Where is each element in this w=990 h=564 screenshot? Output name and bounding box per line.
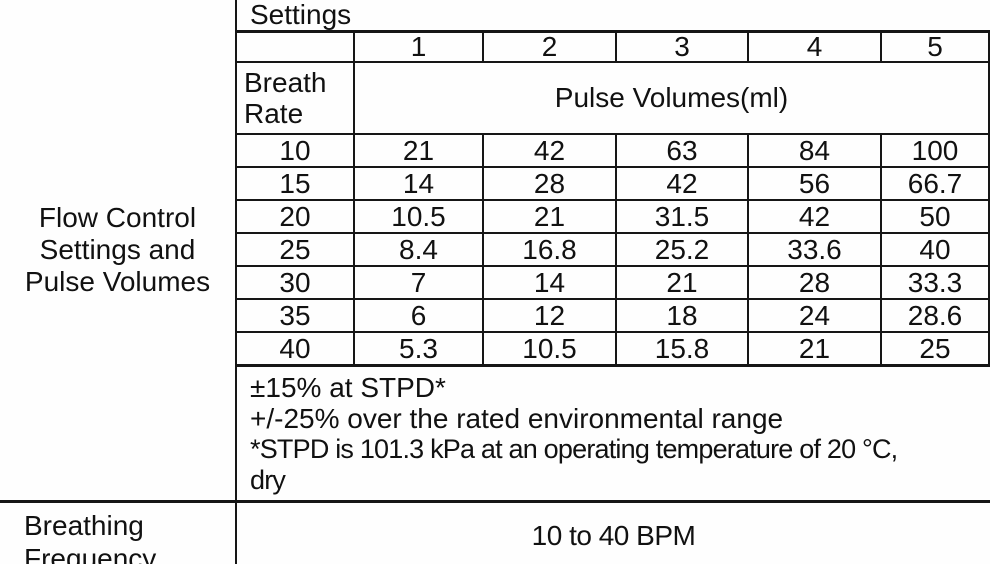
pulse-volume-cell: 12	[482, 297, 617, 333]
tolerance-notes: ±15% at STPD* +/-25% over the rated envi…	[237, 367, 990, 496]
breathing-frequency-row-label: Breathing Frequency	[0, 500, 237, 564]
flow-control-row-label: Flow Control Settings and Pulse Volumes	[0, 0, 237, 500]
pulse-volume-cell: 14	[353, 165, 484, 201]
note-line-1: ±15% at STPD*	[250, 371, 446, 403]
settings-title: Settings	[237, 0, 989, 33]
table-row: 30 7 14 21 28 33.3	[237, 264, 990, 300]
table-row: Settings	[237, 0, 989, 33]
pulse-volume-cell: 42	[615, 165, 749, 201]
pulse-volume-cell: 25	[880, 330, 990, 367]
table-row: 15 14 28 42 56 66.7	[237, 165, 990, 201]
column-header-5: 5	[880, 30, 990, 63]
pulse-volume-cell: 56	[747, 165, 882, 201]
pulse-volume-cell: 16.8	[482, 231, 617, 267]
pulse-volume-cell: 40	[880, 231, 990, 267]
pulse-volume-cell: 7	[353, 264, 484, 300]
pulse-volume-cell: 66.7	[880, 165, 990, 201]
pulse-volume-cell: 100	[880, 132, 990, 168]
breathing-label-line-1: Breathing	[24, 510, 144, 541]
pulse-volume-cell: 84	[747, 132, 882, 168]
pulse-volume-cell: 21	[747, 330, 882, 367]
table-row: Breath Rate Pulse Volumes(ml)	[237, 60, 990, 135]
pulse-volumes-header: Pulse Volumes(ml)	[353, 60, 990, 135]
pulse-volume-cell: 25.2	[615, 231, 749, 267]
pulse-volume-cell: 18	[615, 297, 749, 333]
pulse-volume-cell: 28	[747, 264, 882, 300]
pulse-volume-cell: 15.8	[615, 330, 749, 367]
breath-rate-cell: 15	[237, 165, 355, 201]
flow-label-line-1: Flow Control	[38, 202, 197, 233]
table-row: 10 21 42 63 84 100	[237, 132, 990, 168]
flow-label-line-2: Settings and	[39, 234, 196, 265]
pulse-volume-cell: 63	[615, 132, 749, 168]
flow-label-line-3: Pulse Volumes	[24, 266, 211, 297]
pulse-volume-cell: 42	[482, 132, 617, 168]
table-row: 1 2 3 4 5	[237, 30, 990, 63]
blank-header-cell	[237, 30, 355, 63]
column-header-3: 3	[615, 30, 749, 63]
pulse-volume-cell: 10.5	[482, 330, 617, 367]
breath-rate-cell: 35	[237, 297, 355, 333]
pulse-volume-cell: 50	[880, 198, 990, 234]
breath-rate-cell: 40	[237, 330, 355, 367]
pulse-volume-cell: 10.5	[353, 198, 484, 234]
column-header-2: 2	[482, 30, 617, 63]
note-line-3: *STPD is 101.3 kPa at an operating tempe…	[250, 433, 898, 464]
settings-area: Settings 1 2 3 4 5 Breath Rate Pulse Vol…	[237, 0, 990, 500]
pulse-volume-cell: 21	[615, 264, 749, 300]
breath-rate-header: Breath Rate	[237, 60, 355, 135]
flow-control-label: Flow Control Settings and Pulse Volumes	[25, 202, 210, 298]
pulse-volume-cell: 21	[353, 132, 484, 168]
breathing-label-line-2: Frequency	[24, 543, 157, 564]
table-row: 20 10.5 21 31.5 42 50	[237, 198, 990, 234]
table-row: 25 8.4 16.8 25.2 33.6 40	[237, 231, 990, 267]
pulse-volume-cell: 28	[482, 165, 617, 201]
note-line-4: dry	[250, 464, 286, 495]
pulse-volume-cell: 24	[747, 297, 882, 333]
pulse-volume-cell: 8.4	[353, 231, 484, 267]
breathing-frequency-value: 10 to 40 BPM	[237, 500, 990, 564]
pulse-volume-cell: 5.3	[353, 330, 484, 367]
breath-rate-cell: 25	[237, 231, 355, 267]
table-row: 40 5.3 10.5 15.8 21 25	[237, 330, 990, 367]
breath-rate-cell: 20	[237, 198, 355, 234]
pulse-volume-cell: 33.3	[880, 264, 990, 300]
pulse-volume-cell: 31.5	[615, 198, 749, 234]
pulse-volume-cell: 6	[353, 297, 484, 333]
note-line-2: +/-25% over the rated environmental rang…	[250, 402, 784, 434]
pulse-volume-cell: 14	[482, 264, 617, 300]
pulse-volume-cell: 33.6	[747, 231, 882, 267]
column-header-4: 4	[747, 30, 882, 63]
pulse-volume-cell: 28.6	[880, 297, 990, 333]
pulse-volume-cell: 21	[482, 198, 617, 234]
breath-rate-cell: 10	[237, 132, 355, 168]
pulse-volume-cell: 42	[747, 198, 882, 234]
table-row: 35 6 12 18 24 28.6	[237, 297, 990, 333]
breath-rate-cell: 30	[237, 264, 355, 300]
column-header-1: 1	[353, 30, 484, 63]
pulse-volumes-table: Settings 1 2 3 4 5 Breath Rate Pulse Vol…	[237, 0, 990, 367]
